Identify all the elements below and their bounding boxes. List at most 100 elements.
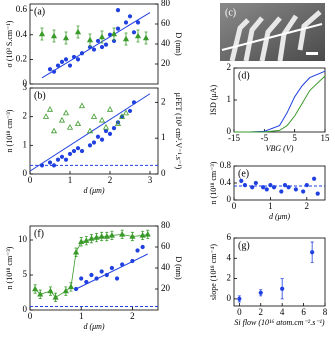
data-line [75, 253, 148, 290]
series [75, 253, 148, 290]
x-tick-label: 2 [259, 307, 264, 317]
panel-label: (c) [225, 7, 236, 18]
y-tick-label: 0 [23, 304, 28, 314]
data-point [127, 14, 133, 19]
series [42, 102, 130, 134]
panel-label: (b) [34, 90, 46, 101]
x-tick-label: 2 [108, 175, 113, 185]
y-tick-label: 6 [227, 232, 232, 242]
x-tick-label: 6 [301, 307, 306, 317]
y2-tick-label: 40 [161, 38, 171, 48]
data-point [63, 57, 69, 62]
data-point [42, 113, 50, 119]
panel-label: (g) [238, 240, 250, 251]
data-point [304, 183, 309, 188]
y2-tick-label: 1 [161, 132, 166, 142]
data-point [75, 146, 81, 151]
data-point [78, 238, 85, 244]
y-tick-label: 2 [227, 273, 232, 283]
y-axis-label: ISD (μA) [209, 85, 218, 116]
y-tick-label: 0.6 [16, 4, 28, 14]
data-point [50, 32, 58, 39]
data-point [59, 59, 65, 64]
y-tick-label: 0 [227, 293, 232, 303]
data-point [111, 126, 117, 131]
data-point [129, 233, 136, 239]
data-point [98, 233, 105, 239]
data-point [52, 293, 59, 300]
x-tick-label: 0 [237, 307, 242, 317]
x-tick-label: -15 [228, 133, 240, 143]
y-tick-label: 2 [227, 62, 232, 72]
data-point [115, 8, 121, 13]
data-point [144, 230, 151, 237]
y-tick-label: 1 [227, 94, 232, 104]
data-point [79, 148, 85, 154]
data-point [110, 30, 118, 37]
data-point [62, 34, 70, 41]
data-point [47, 67, 53, 72]
data-point [99, 137, 105, 142]
data-point [119, 230, 126, 237]
x-tick-label: 3 [148, 175, 153, 185]
data-point [51, 69, 57, 74]
series [41, 12, 151, 79]
data-point [268, 183, 273, 188]
x-tick-label: 5 [292, 133, 297, 143]
data-line [34, 233, 148, 298]
data-point [134, 32, 142, 39]
data-point [315, 191, 320, 196]
y-axis-label: σ (10³ S.cm⁻¹) [5, 20, 14, 67]
data-point [108, 232, 115, 238]
data-point [99, 44, 105, 50]
data-point [67, 151, 73, 157]
x-tick-label: 1 [68, 175, 73, 185]
data-point [67, 63, 73, 68]
y2-tick-label: 60 [161, 18, 171, 28]
x-tick-label: 1 [268, 201, 273, 211]
x-tick-label: 0 [28, 175, 33, 185]
data-point [123, 20, 129, 25]
data-point [93, 234, 100, 240]
data-point [66, 123, 74, 130]
x-tick-label: 0 [232, 201, 237, 211]
plot-frame [29, 225, 159, 311]
panel-label: (a) [34, 6, 45, 17]
x-tick-label: -5 [261, 133, 269, 143]
data-point [46, 106, 54, 112]
series [32, 229, 151, 302]
data-point [103, 128, 109, 134]
x-axis-label: VBG (V) [266, 144, 294, 153]
y-tick-label: 3 [23, 82, 28, 92]
data-line [234, 75, 326, 133]
data-point [59, 154, 65, 159]
data-point [109, 265, 115, 271]
data-point [311, 176, 317, 181]
data-point [98, 33, 106, 40]
sem-image: (c) [220, 3, 325, 62]
data-point [280, 286, 285, 291]
y-tick-label: 0.4 [220, 177, 232, 187]
data-point [122, 35, 130, 42]
x-axis-label: d (μm) [83, 186, 104, 195]
series [237, 241, 315, 303]
x-tick-label: 1 [79, 311, 84, 321]
y2-axis-label: μFET (10³ cm².V⁻¹.s⁻¹) [174, 93, 183, 170]
data-point [139, 232, 146, 238]
data-point [258, 290, 263, 295]
data-point [95, 134, 101, 139]
y2-tick-label: 20 [161, 58, 171, 68]
data-point [91, 47, 97, 52]
data-point [38, 30, 46, 37]
data-point [114, 276, 120, 281]
y-tick-label: 1 [23, 139, 28, 149]
nanowire [221, 23, 323, 51]
y2-tick-label: 60 [161, 241, 171, 251]
data-point [83, 237, 90, 243]
y2-tick-label: 20 [161, 283, 171, 293]
data-point [106, 106, 114, 112]
data-point [55, 157, 61, 162]
data-point [86, 127, 94, 134]
y-tick-label: 5 [23, 269, 28, 279]
